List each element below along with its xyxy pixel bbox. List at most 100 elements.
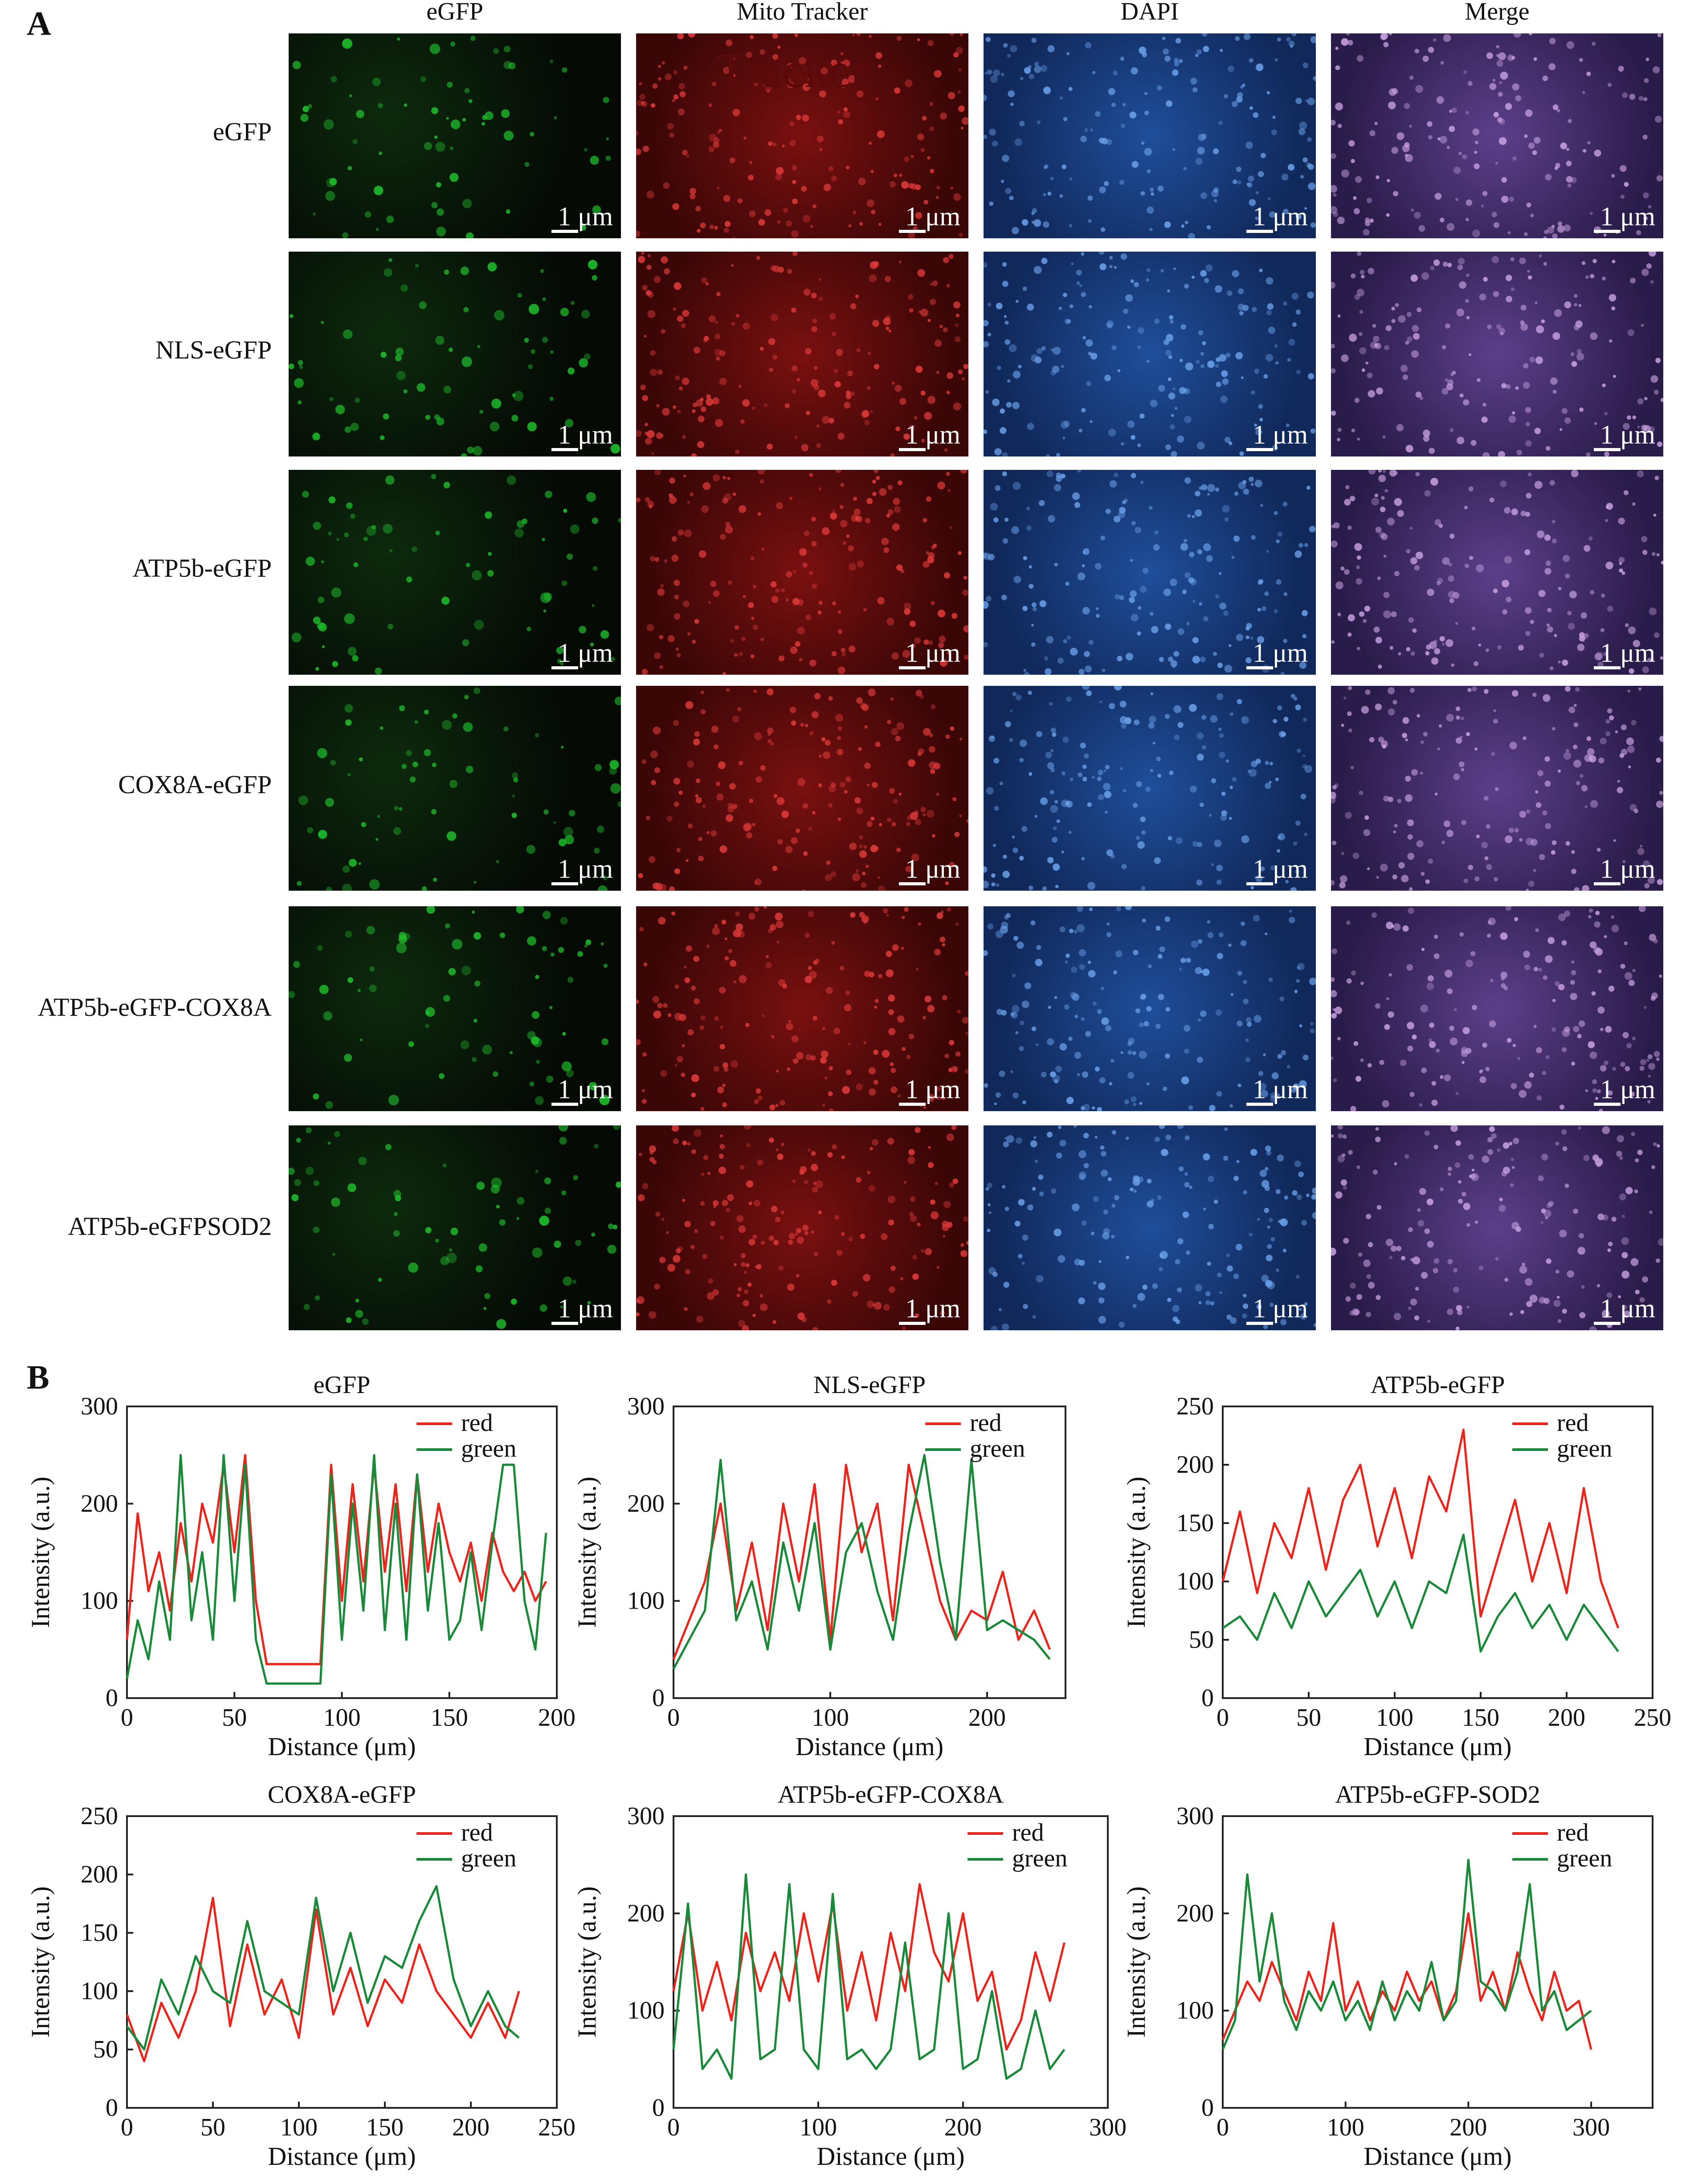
scale-bar [551, 1322, 578, 1325]
micrograph-tile: 1 μm [984, 686, 1316, 891]
cell-texture [985, 1125, 1316, 1330]
cell-texture [984, 906, 1316, 1111]
x-tick-label: 150 [431, 1704, 468, 1732]
legend-label-red: red [1557, 1819, 1589, 1846]
x-tick-label: 0 [121, 2114, 133, 2141]
series-line-green [672, 1873, 1065, 2080]
scale-bar [551, 230, 578, 233]
y-tick-label: 100 [1176, 1568, 1214, 1595]
chart-3: ATP5b-eGFP 0 50 100 150 200 250 0 50 100 150 200 250… [1122, 1371, 1671, 1761]
series-line-green [126, 1454, 547, 1685]
micrograph-tile: 1 μm [289, 470, 621, 675]
scale-bar-label: 1 μm [558, 1075, 613, 1104]
micrograph-tile: 1 μm [289, 906, 621, 1111]
y-tick-label: 300 [627, 1802, 665, 1830]
x-tick-label: 0 [1217, 1704, 1229, 1732]
legend-label-green: green [461, 1435, 516, 1463]
y-tick-label: 100 [627, 1587, 665, 1615]
cell-texture [636, 470, 968, 675]
cell-texture [291, 474, 621, 675]
row-label-atp5b-egfp: ATP5b-eGFP [132, 554, 272, 583]
scale-bar [899, 1103, 926, 1106]
x-axis-label: Distance (μm) [816, 2142, 964, 2171]
scale-bar [899, 882, 926, 885]
y-tick-label: 100 [81, 1977, 118, 2005]
row-label-egfp: eGFP [212, 117, 272, 146]
y-tick-label: 300 [1176, 1802, 1214, 1830]
scale-bar-label: 1 μm [1600, 638, 1655, 668]
micrograph-tile: 1 μm [636, 906, 968, 1111]
cell-texture [636, 252, 968, 456]
x-tick-label: 0 [1217, 2114, 1229, 2141]
series-line-green [1222, 1533, 1619, 1653]
cell-texture [1331, 470, 1663, 674]
micrograph-tile: 1 μm [984, 906, 1316, 1111]
y-tick-label: 200 [627, 1899, 665, 1927]
legend-label-green: green [1557, 1435, 1612, 1463]
micrograph-tile: 1 μm [1331, 252, 1663, 456]
x-axis-label: Distance (μm) [796, 1732, 943, 1761]
cell-texture [984, 686, 1312, 891]
series-line-red [672, 1883, 1065, 2051]
cell-texture [636, 906, 968, 1111]
cell-texture [1331, 33, 1663, 238]
cell-texture [984, 470, 1316, 675]
y-tick-label: 0 [1201, 2094, 1214, 2122]
legend-label-red: red [461, 1819, 493, 1846]
chart-4: COX8A-eGFP 0 50 100 150 200 250 0 50 100 150 200 250… [26, 1781, 576, 2171]
y-tick-label: 0 [652, 2094, 665, 2122]
scale-bar [1246, 1103, 1273, 1106]
micrograph-tile: 1 μm [984, 33, 1316, 238]
x-tick-label: 50 [200, 2114, 225, 2141]
scale-bar [1246, 230, 1273, 233]
scale-bar-label: 1 μm [558, 420, 613, 449]
x-axis-label: Distance (μm) [268, 1732, 416, 1761]
scale-bar [1246, 882, 1273, 885]
y-tick-label: 200 [1176, 1899, 1214, 1927]
micrograph-tile: 1 μm [636, 686, 968, 891]
scale-bar-label: 1 μm [558, 1294, 613, 1323]
scale-bar-label: 1 μm [558, 638, 613, 668]
chart-title: COX8A-eGFP [268, 1781, 416, 1809]
series-line-green [126, 1885, 520, 2051]
y-axis-label: Intensity (a.u.) [1122, 1477, 1151, 1628]
chart-6: ATP5b-eGFP-SOD2 0 100 200 300 0 100 200 300 Dista… [1122, 1781, 1653, 2171]
cell-texture [289, 906, 610, 1109]
x-tick-label: 100 [280, 2114, 318, 2141]
scale-bar-label: 1 μm [1600, 420, 1655, 449]
legend-label-green: green [970, 1435, 1025, 1463]
chart-2: NLS-eGFP 0 100 200 300 0 100 200 Distance (μm) In… [572, 1371, 1066, 1761]
scale-bar-label: 1 μm [905, 202, 960, 231]
scale-bar-label: 1 μm [1253, 1294, 1308, 1323]
scale-bar-label: 1 μm [1600, 1075, 1655, 1104]
column-title-dapi: DAPI [1120, 0, 1179, 25]
micrograph-tile: Tracker 1 μm [636, 33, 968, 238]
y-tick-label: 200 [81, 1490, 118, 1517]
series-line-red [1221, 1428, 1620, 1629]
y-tick-label: 300 [627, 1393, 665, 1420]
scale-bar [899, 1322, 926, 1325]
scale-bar-label: 1 μm [905, 1294, 960, 1323]
micrograph-tile: 1 μm [289, 1125, 621, 1330]
series-line-red [126, 1454, 547, 1666]
legend-label-green: green [461, 1845, 516, 1872]
plot-frame [673, 1406, 1066, 1699]
x-tick-label: 250 [1634, 1704, 1671, 1732]
scale-bar-label: 1 μm [905, 1075, 960, 1104]
y-tick-label: 150 [1176, 1509, 1214, 1537]
micrograph-tile: 1 μm [1331, 906, 1663, 1111]
cell-texture [638, 688, 968, 891]
panel-a-letter: A [27, 5, 51, 42]
x-tick-label: 200 [1548, 1704, 1585, 1732]
legend-label-red: red [1012, 1819, 1044, 1846]
x-axis-label: Distance (μm) [1363, 1732, 1511, 1761]
legend-label-red: red [1557, 1409, 1589, 1437]
plot-frame [1222, 1815, 1653, 2109]
x-tick-label: 100 [1376, 1704, 1413, 1732]
legend-label-green: green [1557, 1845, 1612, 1872]
scale-bar [899, 448, 926, 451]
y-tick-label: 50 [1189, 1626, 1214, 1654]
micrograph-tile: 1 μm [636, 1125, 968, 1330]
y-tick-label: 100 [627, 1997, 665, 2025]
